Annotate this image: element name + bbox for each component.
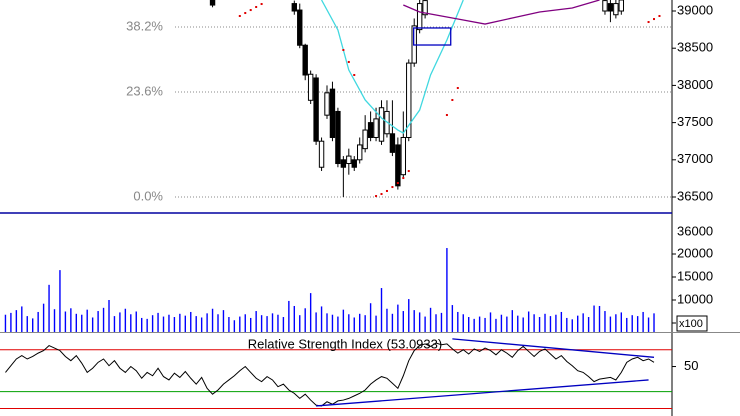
volume-panel — [4, 248, 655, 332]
volume-max-label: 36000 — [677, 223, 713, 238]
sar-dot — [445, 114, 448, 117]
sar-dot — [385, 189, 388, 192]
sar-dot — [402, 177, 405, 180]
candle-body — [302, 44, 308, 76]
fib-label: 23.6% — [126, 83, 163, 98]
candle-body — [416, 3, 423, 31]
y-tick-label: 38000 — [677, 77, 713, 92]
y-tick-label: 50 — [684, 358, 698, 373]
trend-line — [316, 379, 649, 407]
fib-label: 0.0% — [133, 188, 163, 203]
candle-body — [297, 9, 303, 46]
candle-body — [291, 3, 298, 12]
rsi-title: Relative Strength Index (53.0933) — [248, 336, 442, 351]
candle-body — [395, 144, 401, 187]
highlight-box — [413, 27, 452, 46]
sar-dot — [653, 18, 656, 21]
candle-body — [400, 136, 407, 176]
sar-dot — [456, 87, 459, 90]
candle-body — [307, 73, 314, 101]
rsi-panel: Relative Strength Index (53.0933) — [0, 336, 672, 409]
candle-body — [373, 118, 379, 138]
candle-body — [613, 3, 619, 16]
candle-body — [389, 133, 396, 153]
candle-body — [209, 0, 216, 6]
price-panel — [175, 0, 672, 198]
candle-body — [335, 110, 341, 165]
y-tick-label: 38500 — [677, 40, 713, 55]
y-tick-label: 15000 — [677, 268, 713, 283]
moving-average — [320, 0, 464, 134]
moving-average — [403, 0, 600, 25]
candle-body — [318, 140, 325, 168]
y-tick-label: 39000 — [677, 2, 713, 17]
axes: 36500 37000 37500 38000 38500 39000 38.2% 23.6%… — [126, 2, 713, 373]
candle-body — [346, 155, 352, 165]
sar-dot — [391, 186, 394, 189]
candle-body — [422, 0, 428, 16]
sar-dot — [347, 60, 350, 63]
candle-body — [324, 92, 330, 116]
sar-dot — [658, 14, 661, 17]
sar-dot — [380, 193, 383, 196]
sar-dot — [451, 98, 454, 101]
candle-body — [362, 129, 368, 150]
sar-dot — [375, 195, 378, 198]
fib-label: 38.2% — [126, 18, 163, 33]
sar-dot — [255, 5, 258, 8]
candle-body — [367, 122, 374, 138]
y-tick-label: 37000 — [677, 151, 713, 166]
candle-body — [618, 0, 625, 12]
y-tick-label: 36500 — [677, 188, 713, 203]
candle-body — [351, 159, 357, 168]
candle-body — [602, 0, 608, 12]
sar-dot — [238, 14, 241, 17]
sar-dot — [396, 182, 399, 185]
sar-dot — [353, 73, 356, 76]
rsi-line — [5, 342, 655, 407]
sar-dot — [407, 170, 410, 173]
candle-body — [406, 62, 412, 138]
sar-dot — [249, 9, 252, 12]
sar-dot — [647, 21, 650, 24]
unit-box — [676, 315, 708, 332]
y-tick-label: 10000 — [677, 291, 713, 306]
sar-dot — [342, 48, 345, 51]
y-tick-label: 37500 — [677, 114, 713, 129]
sar-dot — [244, 12, 247, 15]
candle-body — [378, 107, 385, 142]
candle-body — [607, 3, 614, 12]
candle-body — [313, 77, 319, 142]
trend-line — [452, 338, 655, 358]
candle-body — [340, 159, 347, 168]
candle-body — [357, 144, 363, 161]
y-tick-label: 20000 — [677, 245, 713, 260]
unit-label: x100 — [679, 318, 703, 330]
sar-dot — [260, 3, 263, 6]
candle-body — [329, 88, 336, 138]
